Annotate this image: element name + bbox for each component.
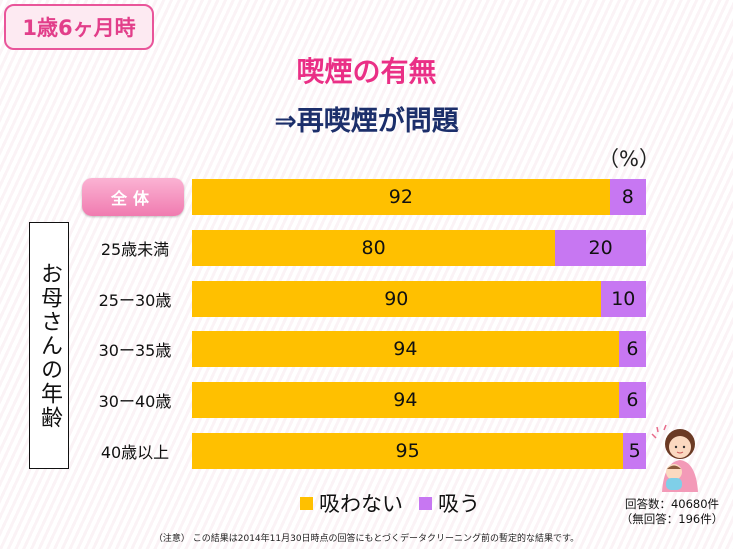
- legend-swatch-smoke: [419, 496, 432, 510]
- legend-item-no-smoke: 吸わない: [300, 488, 403, 518]
- bar-segment-no-smoke: 90: [192, 280, 601, 317]
- data-label: 5: [628, 440, 641, 462]
- bar-segment-no-smoke: 94: [192, 331, 619, 368]
- response-count-no-answer: （無回答：196件）: [620, 512, 724, 526]
- bar-segment-smoke: 10: [600, 280, 646, 317]
- chart-subtitle: ⇒再喫煙が問題: [274, 106, 459, 137]
- category-label: 25ー30歳: [98, 290, 172, 310]
- mother-age-group-label: お母さんの年齢: [29, 222, 69, 469]
- bar-segment-no-smoke: 94: [192, 382, 619, 419]
- mother-age-group-text: お母さんの年齢: [37, 261, 62, 430]
- data-label: 94: [393, 389, 418, 412]
- data-label: 94: [393, 338, 418, 361]
- response-count: 回答数：40680件 （無回答：196件）: [612, 497, 732, 527]
- data-label: 8: [621, 186, 634, 208]
- data-label: 20: [588, 236, 613, 259]
- chart-title: 喫煙の有無: [296, 55, 437, 88]
- mother-holding-baby-illustration: [651, 424, 698, 492]
- bar-segment-no-smoke: 80: [192, 229, 556, 266]
- data-label: 80: [361, 236, 386, 259]
- legend-label-smoke: 吸う: [438, 492, 480, 516]
- legend-item-smoke: 吸う: [419, 488, 480, 518]
- response-count-total: 回答数：40680件: [624, 497, 720, 511]
- footnote: （注意） この結果は2014年11月30日時点の回答にもとづくデータクリーニング…: [153, 534, 580, 544]
- data-label: 6: [626, 338, 639, 361]
- bar-segment-no-smoke: 95: [192, 433, 624, 469]
- data-label: 92: [388, 186, 413, 208]
- category-label: 40歳以上: [100, 443, 170, 462]
- legend-label-no-smoke: 吸わない: [319, 492, 403, 516]
- legend-swatch-no-smoke: [300, 496, 313, 510]
- bar-segment-smoke: 20: [555, 229, 646, 266]
- data-label: 6: [626, 389, 639, 412]
- bar-segment-no-smoke: 92: [192, 179, 610, 215]
- period-badge: 1歳6ヶ月時: [4, 4, 154, 50]
- data-label: 90: [384, 287, 409, 310]
- category-label: 全体: [82, 178, 184, 216]
- unit-label: （%）: [598, 147, 660, 171]
- data-label: 10: [611, 287, 636, 310]
- category-label: 30ー35歳: [98, 341, 172, 361]
- bar-segment-smoke: 5: [623, 433, 646, 469]
- bar-segment-smoke: 8: [609, 179, 646, 215]
- data-label: 95: [395, 440, 420, 462]
- category-label: 25歳未満: [100, 239, 170, 259]
- legend: 吸わない 吸う: [300, 488, 480, 518]
- bar-segment-smoke: 6: [618, 382, 646, 419]
- category-label: 30ー40歳: [98, 392, 172, 412]
- bar-segment-smoke: 6: [618, 331, 646, 368]
